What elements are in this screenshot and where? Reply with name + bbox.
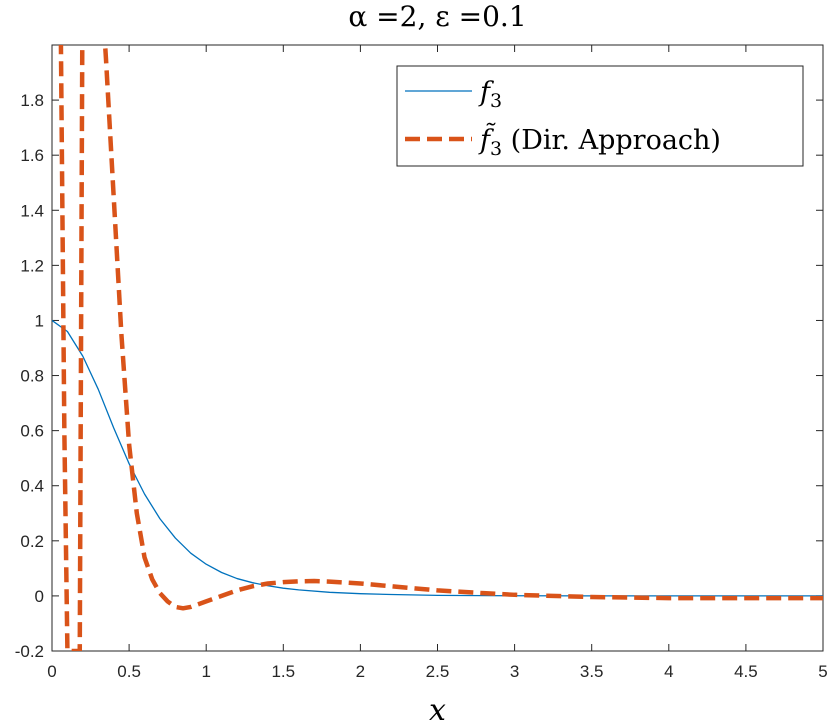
y-tick-label: 0.2 bbox=[20, 532, 44, 551]
x-axis: 0 0.5 1 1.5 2 2.5 3 3.5 4 4.5 5 bbox=[47, 45, 828, 681]
x-tick-label: 2.5 bbox=[426, 662, 450, 681]
y-tick-label: -0.2 bbox=[15, 642, 44, 661]
y-tick-label: 0.6 bbox=[20, 422, 44, 441]
x-tick-label: 5 bbox=[818, 662, 827, 681]
legend: f3 f̃3 (Dir. Approach) bbox=[396, 65, 804, 167]
x-tick-label: 0.5 bbox=[117, 662, 141, 681]
series-line-0 bbox=[52, 319, 823, 597]
y-tick-label: 0.8 bbox=[20, 367, 44, 386]
x-tick-label: 4 bbox=[664, 662, 673, 681]
x-tick-label: 3.5 bbox=[580, 662, 604, 681]
x-axis-label: x bbox=[429, 693, 446, 726]
x-tick-label: 1 bbox=[201, 662, 210, 681]
series-line-1 bbox=[58, 45, 823, 651]
y-tick-label: 1.2 bbox=[20, 256, 44, 275]
y-axis: -0.2 0 0.2 0.4 0.6 0.8 1 1.2 1.4 1.6 1.8 bbox=[15, 91, 823, 661]
y-tick-label: 1.6 bbox=[20, 146, 44, 165]
y-tick-label: 1 bbox=[35, 311, 44, 330]
x-tick-label: 4.5 bbox=[734, 662, 758, 681]
chart-title: α =2, ε =0.1 bbox=[348, 0, 526, 33]
legend-label-f3-tilde: f̃3 (Dir. Approach) bbox=[478, 122, 721, 160]
x-tick-label: 3 bbox=[510, 662, 519, 681]
x-tick-label: 1.5 bbox=[271, 662, 295, 681]
y-tick-label: 0.4 bbox=[20, 477, 44, 496]
legend-box bbox=[396, 65, 804, 167]
series-group bbox=[52, 45, 823, 651]
x-tick-label: 0 bbox=[47, 662, 56, 681]
y-tick-label: 0 bbox=[35, 587, 44, 606]
y-tick-label: 1.8 bbox=[20, 91, 44, 110]
y-tick-label: 1.4 bbox=[20, 201, 44, 220]
x-tick-label: 2 bbox=[356, 662, 365, 681]
